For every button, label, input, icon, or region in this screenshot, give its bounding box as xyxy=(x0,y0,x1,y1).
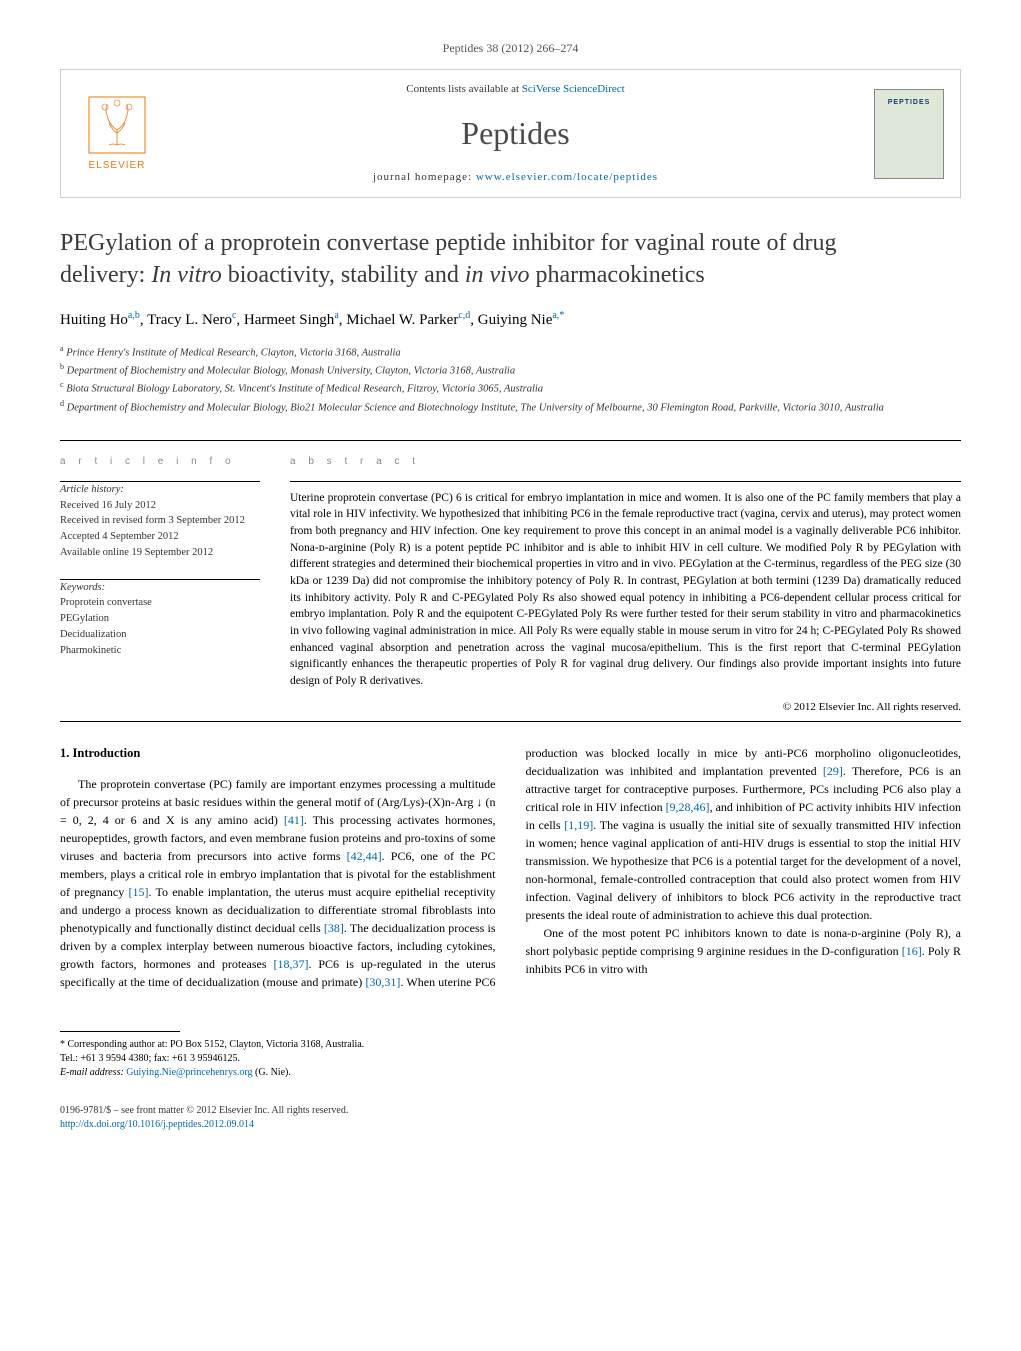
elsevier-tree-icon xyxy=(87,95,147,155)
cover-label: PEPTIDES xyxy=(888,98,931,108)
intro-paragraph-3: One of the most potent PC inhibitors kno… xyxy=(526,924,962,978)
article-info-heading: a r t i c l e i n f o xyxy=(60,455,260,469)
affiliation: d Department of Biochemistry and Molecul… xyxy=(60,398,961,416)
keyword: Pharmokinetic xyxy=(60,643,260,659)
sciverse-link[interactable]: SciVerse ScienceDirect xyxy=(522,83,625,95)
contact-footnote: Tel.: +61 3 9594 4380; fax: +61 3 959461… xyxy=(60,1052,961,1066)
journal-reference: Peptides 38 (2012) 266–274 xyxy=(60,40,961,57)
title-part-2: delivery: xyxy=(60,262,151,288)
aff-text: Prince Henry's Institute of Medical Rese… xyxy=(66,347,401,358)
author: Tracy L. Nero xyxy=(147,312,232,328)
journal-cover-thumbnail: PEPTIDES xyxy=(874,89,944,179)
footnotes: * Corresponding author at: PO Box 5152, … xyxy=(60,1038,961,1080)
bottom-meta: 0196-9781/$ – see front matter © 2012 El… xyxy=(60,1104,961,1132)
body-columns: 1. Introduction The proprotein convertas… xyxy=(60,744,961,991)
author-aff[interactable]: c,d xyxy=(458,310,470,321)
aff-text: Department of Biochemistry and Molecular… xyxy=(67,366,515,377)
homepage-prefix: journal homepage: xyxy=(373,171,476,183)
abstract-column: a b s t r a c t Uterine proprotein conve… xyxy=(290,447,961,715)
section-rule xyxy=(60,721,961,722)
aff-text: Biota Structural Biology Laboratory, St.… xyxy=(66,384,543,395)
homepage-link[interactable]: www.elsevier.com/locate/peptides xyxy=(476,171,658,183)
corresponding-author-footnote: * Corresponding author at: PO Box 5152, … xyxy=(60,1038,961,1052)
citation-link[interactable]: [1,19] xyxy=(564,818,593,832)
keyword: Decidualization xyxy=(60,627,260,643)
email-label: E-mail address: xyxy=(60,1067,126,1078)
author: Huiting Ho xyxy=(60,312,128,328)
body-text: One of the most potent PC inhibitors kno… xyxy=(526,926,962,958)
doi-link[interactable]: http://dx.doi.org/10.1016/j.peptides.201… xyxy=(60,1119,254,1130)
body-text: . The vagina is usually the initial site… xyxy=(526,818,962,922)
email-tail: (G. Nie). xyxy=(253,1067,291,1078)
title-part-3: bioactivity, stability and xyxy=(222,262,465,288)
elsevier-label: ELSEVIER xyxy=(89,159,146,173)
header-center: Contents lists available at SciVerse Sci… xyxy=(157,82,874,186)
title-italic-2: in vivo xyxy=(465,262,530,288)
history-received: Received 16 July 2012 xyxy=(60,498,260,514)
citation-link[interactable]: [29] xyxy=(823,764,843,778)
affiliation: b Department of Biochemistry and Molecul… xyxy=(60,361,961,379)
contents-available-line: Contents lists available at SciVerse Sci… xyxy=(157,82,874,97)
article-history: Article history: Received 16 July 2012 R… xyxy=(60,482,260,561)
citation-link[interactable]: [18,37] xyxy=(273,957,308,971)
citation-link[interactable]: [30,31] xyxy=(365,975,400,989)
journal-name: Peptides xyxy=(157,111,874,156)
history-accepted: Accepted 4 September 2012 xyxy=(60,529,260,545)
issn-line: 0196-9781/$ – see front matter © 2012 El… xyxy=(60,1104,961,1118)
author-aff[interactable]: c xyxy=(232,310,236,321)
aff-text: Department of Biochemistry and Molecular… xyxy=(67,402,884,413)
abstract-copyright: © 2012 Elsevier Inc. All rights reserved… xyxy=(290,700,961,715)
keywords: Keywords: Proprotein convertase PEGylati… xyxy=(60,580,260,659)
homepage-line: journal homepage: www.elsevier.com/locat… xyxy=(157,170,874,185)
affiliations: a Prince Henry's Institute of Medical Re… xyxy=(60,343,961,416)
email-link[interactable]: Guiying.Nie@princehenrys.org xyxy=(126,1067,252,1078)
aff-sup: d xyxy=(60,399,64,408)
keyword: PEGylation xyxy=(60,611,260,627)
footnote-separator xyxy=(60,1031,180,1032)
abstract-heading: a b s t r a c t xyxy=(290,455,961,469)
author-aff[interactable]: a,b xyxy=(128,310,140,321)
article-info-column: a r t i c l e i n f o Article history: R… xyxy=(60,447,260,715)
keywords-label: Keywords: xyxy=(60,580,260,596)
elsevier-logo: ELSEVIER xyxy=(77,89,157,179)
keyword: Proprotein convertase xyxy=(60,595,260,611)
title-part-4: pharmacokinetics xyxy=(529,262,704,288)
abstract-rule xyxy=(290,481,961,482)
citation-link[interactable]: [16] xyxy=(902,944,922,958)
history-revised: Received in revised form 3 September 201… xyxy=(60,513,260,529)
section-rule xyxy=(60,440,961,441)
citation-link[interactable]: [15] xyxy=(128,885,148,899)
citation-link[interactable]: [42,44] xyxy=(347,849,382,863)
aff-sup: c xyxy=(60,380,64,389)
author: Michael W. Parker xyxy=(346,312,458,328)
email-footnote: E-mail address: Guiying.Nie@princehenrys… xyxy=(60,1066,961,1080)
title-part-1: PEGylation of a proprotein convertase pe… xyxy=(60,230,836,256)
aff-sup: b xyxy=(60,362,64,371)
citation-link[interactable]: [38] xyxy=(324,921,344,935)
title-italic-1: In vitro xyxy=(151,262,221,288)
citation-link[interactable]: [41] xyxy=(284,813,304,827)
authors-list: Huiting Hoa,b, Tracy L. Neroc, Harmeet S… xyxy=(60,309,961,331)
author: Harmeet Singh xyxy=(244,312,334,328)
info-abstract-row: a r t i c l e i n f o Article history: R… xyxy=(60,447,961,715)
contents-prefix: Contents lists available at xyxy=(406,83,521,95)
aff-sup: a xyxy=(60,344,64,353)
author-aff[interactable]: a xyxy=(334,310,338,321)
citation-link[interactable]: [9,28,46] xyxy=(666,800,710,814)
history-online: Available online 19 September 2012 xyxy=(60,545,260,561)
article-title: PEGylation of a proprotein convertase pe… xyxy=(60,228,961,290)
journal-header: ELSEVIER Contents lists available at Sci… xyxy=(60,69,961,199)
author: Guiying Nie xyxy=(478,312,553,328)
history-label: Article history: xyxy=(60,482,260,498)
affiliation: a Prince Henry's Institute of Medical Re… xyxy=(60,343,961,361)
affiliation: c Biota Structural Biology Laboratory, S… xyxy=(60,379,961,397)
intro-heading: 1. Introduction xyxy=(60,744,496,763)
abstract-text: Uterine proprotein convertase (PC) 6 is … xyxy=(290,490,961,690)
corresponding-author-mark[interactable]: * xyxy=(559,310,564,321)
